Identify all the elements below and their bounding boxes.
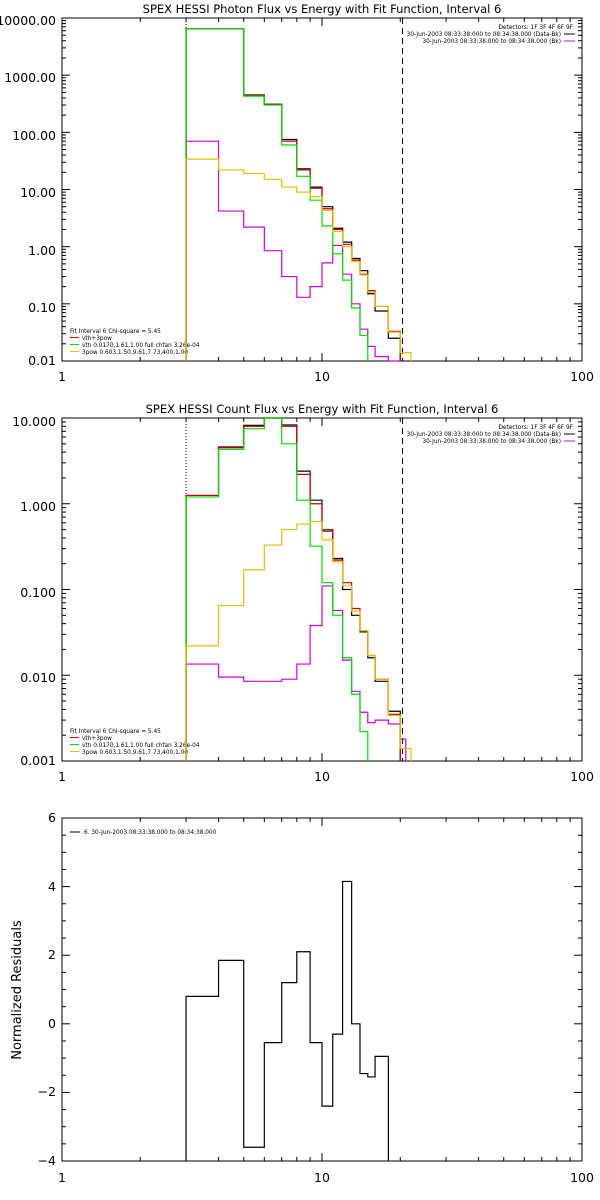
count-flux-detectors-label: Detectors: 1F 3F 4F 6F 9F [498,425,573,431]
photon-flux-ytick-label: 0.01 [28,353,56,368]
photon-flux-ytick-label: 1000.00 [4,70,56,85]
photon-flux-ytick-label: 1.00 [28,243,56,258]
photon-flux-marks [61,17,583,362]
count-flux-panel: SPEX HESSI Count Flux vs Energy with Fit… [12,402,594,784]
count-flux-xtick-label: 10 [314,769,330,784]
photon-flux-y-ticks: 0.01 0.10 1.00 10.00 100.00 1000.00 1000… [0,13,56,368]
count-flux-ytick-label: 1.000 [20,499,56,514]
count-flux-xtick-label: 100 [570,769,594,784]
count-flux-fit-3pow-label: 3pow 0.603,1.50,9.61,7.73,400,1.00 [82,750,188,756]
count-flux-legend-bk-label: 30-Jun-2003 08:33:38.000 to 08:34:38.000… [422,439,561,445]
photon-flux-legend-data-label: 30-Jun-2003 08:33:38.000 to 08:34:38.000… [407,32,561,38]
photon-flux-x-ticks: 1 10 100 [58,369,594,384]
count-flux-y-ticks: 0.001 0.010 0.100 1.000 10.000 [12,414,56,768]
count-flux-legend-data-label: 30-Jun-2003 08:33:38.000 to 08:34:38.000… [407,432,561,438]
count-flux-series-3pow [185,520,412,761]
chart-marks [61,17,583,1162]
count-flux-fit-interval-label: Fit Interval 6 Chi-square = 5.45 [70,729,161,735]
residuals-ytick-label: 6 [48,810,56,825]
count-flux-xtick-label: 1 [58,769,66,784]
residuals-y-axis-label: Normalized Residuals [10,920,25,1060]
count-flux-ytick-label: 0.001 [20,753,56,768]
photon-flux-panel: SPEX HESSI Photon Flux vs Energy with Fi… [0,2,594,384]
residuals-legend-label: 6. 30-Jun-2003 08:33:38.000 to 08:34:38.… [84,830,217,836]
photon-flux-ytick-label: 100.00 [12,128,56,143]
residuals-series-6-30-jun-2003-08-33-38-0 [185,880,389,1161]
residuals-legend: 6. 30-Jun-2003 08:33:38.000 to 08:34:38.… [70,830,217,836]
photon-flux-legend-fit: Fit Interval 6 Chi-square = 5.45 vth+3po… [70,329,200,356]
photon-flux-ytick-label: 10000.00 [0,13,56,28]
residuals-xtick-label: 1 [58,1170,66,1185]
photon-flux-detectors-label: Detectors: 1F 3F 4F 6F 9F [498,25,573,31]
residuals-marks [61,817,583,1162]
photon-flux-series-vth [185,28,369,361]
residuals-x-ticks: 1 10 100 [58,1170,594,1185]
count-flux-title: SPEX HESSI Count Flux vs Energy with Fit… [146,402,499,416]
count-flux-ytick-label: 0.010 [20,670,56,685]
residuals-ytick-label: 0 [48,1016,56,1031]
count-flux-fit-vth3pow-label: vth+3pow [82,736,112,742]
photon-flux-xtick-label: 1 [58,369,66,384]
residuals-y-ticks: −4 −2 0 2 4 6 [38,810,56,1168]
photon-flux-series-3pow [185,158,412,361]
count-flux-marks [61,417,583,762]
count-flux-series-data-bk [185,417,401,761]
residuals-ytick-label: −4 [38,1153,56,1168]
residuals-ytick-label: −2 [38,1084,56,1099]
count-flux-ytick-label: 0.100 [20,585,56,600]
photon-flux-legend-bk-label: 30-Jun-2003 08:33:38.000 to 08:34:38.000… [422,39,561,45]
count-flux-legend-fit: Fit Interval 6 Chi-square = 5.45 vth+3po… [70,729,200,756]
count-flux-fit-vth-label: vth 0.0170,1.61,1.00 full chfan 3.26e-04 [82,743,200,749]
count-flux-legend-top: Detectors: 1F 3F 4F 6F 9F 30-Jun-2003 08… [407,425,575,445]
residuals-xtick-label: 10 [314,1170,330,1185]
photon-flux-ytick-label: 0.10 [28,300,56,315]
residuals-ytick-label: 2 [48,947,56,962]
count-flux-x-ticks: 1 10 100 [58,769,594,784]
photon-flux-ytick-label: 10.00 [20,185,56,200]
count-flux-ytick-label: 10.000 [12,414,56,429]
photon-flux-xtick-label: 10 [314,369,330,384]
photon-flux-fit-vth3pow-label: vth+3pow [82,336,112,342]
photon-flux-title: SPEX HESSI Photon Flux vs Energy with Fi… [143,2,502,16]
residuals-ytick-label: 4 [48,879,56,894]
photon-flux-fit-vth-label: vth 0.0170,1.61,1.00 full chfan 3.26e-04 [82,343,200,349]
photon-flux-fit-3pow-label: 3pow 0.603,1.50,9.61,7.73,400,1.00 [82,350,188,356]
photon-flux-fit-interval-label: Fit Interval 6 Chi-square = 5.45 [70,329,161,335]
residuals-xtick-label: 100 [570,1170,594,1185]
photon-flux-legend-top: Detectors: 1F 3F 4F 6F 9F 30-Jun-2003 08… [407,25,575,45]
photon-flux-xtick-label: 100 [570,369,594,384]
